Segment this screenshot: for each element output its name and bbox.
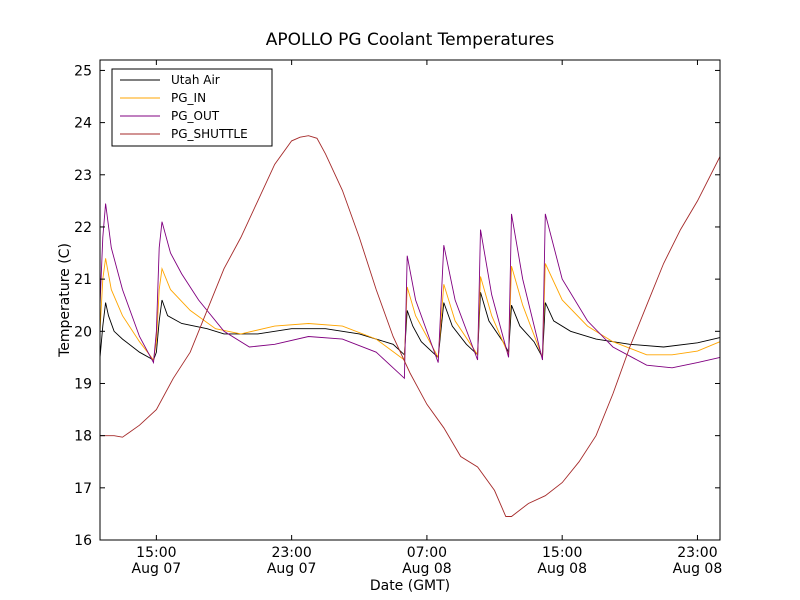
y-tick-label: 18 [74, 429, 92, 445]
x-tick-label-time: 07:00 [407, 545, 447, 561]
series-layer [99, 135, 721, 517]
x-tick-label-date: Aug 07 [267, 561, 317, 577]
x-tick-label-time: 15:00 [542, 545, 582, 561]
legend-box [111, 68, 273, 147]
x-tick-label-date: Aug 08 [402, 561, 452, 577]
y-tick-label: 17 [74, 481, 92, 497]
y-tick-label: 25 [74, 63, 92, 79]
y-tick-label: 24 [74, 116, 92, 132]
series-line-pg-out [99, 203, 721, 380]
y-tick-label: 21 [74, 272, 92, 288]
legend-label-utah-air: Utah Air [171, 73, 220, 87]
x-tick-label-date: Aug 08 [537, 561, 587, 577]
legend: Utah Air PG_IN PG_OUT PG_SHUTTLE [111, 68, 273, 147]
x-tick-label-time: 15:00 [136, 545, 176, 561]
y-tick-label: 20 [74, 324, 92, 340]
series-line-pg-shuttle [100, 135, 721, 517]
x-tick-label-time: 23:00 [271, 545, 311, 561]
x-tick-label-date: Aug 08 [673, 561, 723, 577]
x-tick-label-date: Aug 07 [132, 561, 182, 577]
plot-frame [99, 59, 721, 541]
y-tick-label: 16 [74, 533, 92, 549]
chart-title: APOLLO PG Coolant Temperatures [266, 30, 555, 50]
legend-label-pg-out: PG_OUT [171, 109, 220, 123]
x-tick-label-time: 23:00 [677, 545, 717, 561]
x-axis-label: Date (GMT) [370, 578, 450, 594]
y-tick-label: 19 [74, 376, 92, 392]
series-line-utah-air [99, 292, 721, 361]
y-tick-label: 23 [74, 168, 92, 184]
y-tick-label: 22 [74, 220, 92, 236]
legend-label-pg-shuttle: PG_SHUTTLE [171, 127, 248, 141]
legend-label-pg-in: PG_IN [171, 91, 206, 105]
y-axis-label: Temperature (C) [57, 243, 73, 358]
